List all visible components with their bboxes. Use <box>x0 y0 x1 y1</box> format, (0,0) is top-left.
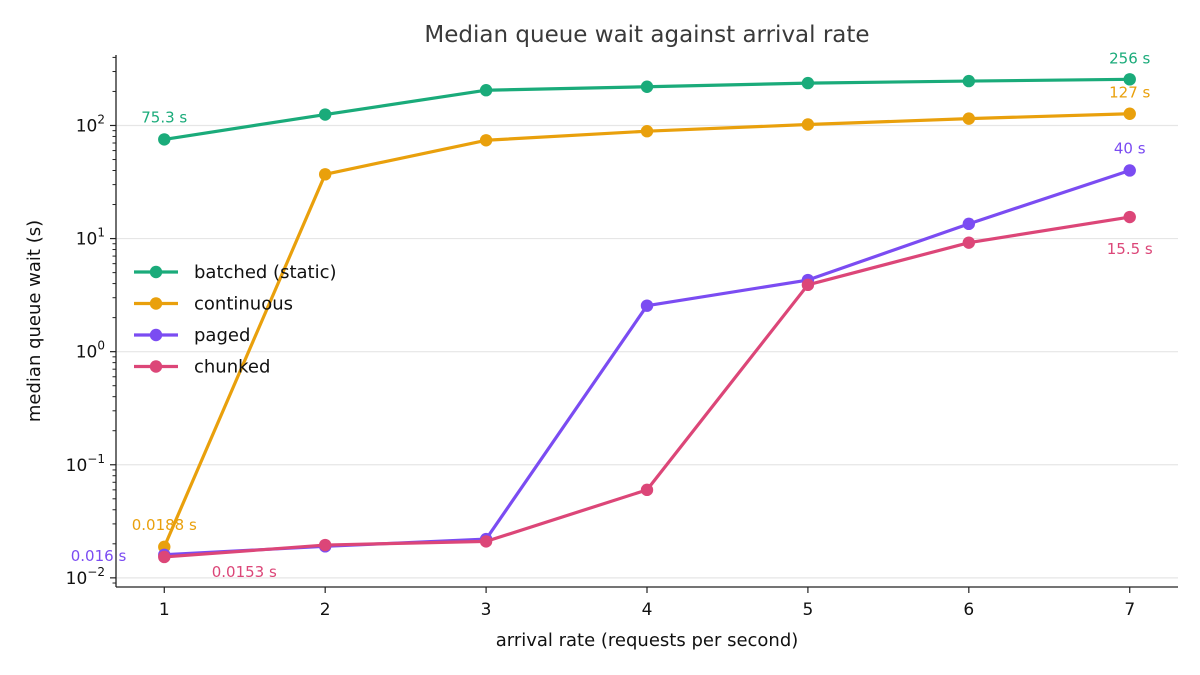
y-tick-label: 101 <box>76 226 105 250</box>
data-point <box>318 538 332 552</box>
legend-label: chunked <box>194 357 270 378</box>
x-tick-label: 3 <box>481 600 492 620</box>
data-label: 75.3 s <box>141 108 187 126</box>
data-point <box>962 74 976 88</box>
data-point <box>479 134 493 147</box>
data-point <box>318 108 332 121</box>
legend-item: paged <box>134 325 250 346</box>
data-point <box>801 76 815 90</box>
data-point <box>801 278 815 292</box>
legend-marker <box>149 265 163 279</box>
y-tick-label: 102 <box>76 112 105 136</box>
x-tick-label: 4 <box>642 600 653 620</box>
data-label: 127 s <box>1109 84 1150 102</box>
data-point <box>640 299 654 312</box>
series-chunked <box>158 210 1136 564</box>
y-axis-label: median queue wait (s) <box>24 220 45 422</box>
legend-item: chunked <box>134 357 270 378</box>
legend-label: batched (static) <box>194 262 337 283</box>
data-point <box>479 84 493 97</box>
legend-marker <box>149 297 163 310</box>
data-point <box>1123 73 1136 86</box>
data-point <box>640 483 654 497</box>
data-label: 40 s <box>1114 139 1146 157</box>
y-tick-label: 100 <box>76 339 105 363</box>
x-ticks: 1 2 3 4 5 6 7 <box>159 587 1135 620</box>
legend-item: continuous <box>134 294 293 315</box>
data-label: 15.5 s <box>1107 240 1153 258</box>
x-axis-label: arrival rate (requests per second) <box>496 630 799 651</box>
data-label: 0.0153 s <box>212 563 277 581</box>
legend-marker <box>149 328 163 342</box>
data-point <box>1123 210 1136 224</box>
data-point <box>1123 164 1136 177</box>
x-tick-label: 6 <box>963 600 974 620</box>
data-point <box>158 133 171 146</box>
y-ticks: 10−2 10−1 100 101 102 <box>66 56 116 589</box>
series-batched-static <box>158 73 1136 146</box>
data-point <box>1123 107 1136 120</box>
y-tick-label: 10−2 <box>66 565 105 589</box>
data-point <box>962 112 976 125</box>
legend: batched (static) continuous paged chunked <box>134 262 337 378</box>
x-tick-label: 2 <box>320 600 331 620</box>
x-tick-label: 5 <box>802 600 813 620</box>
legend-item: batched (static) <box>134 262 337 283</box>
data-point <box>479 535 493 548</box>
series-line <box>164 168 1131 557</box>
data-point <box>640 125 654 138</box>
data-point <box>962 217 976 231</box>
gridlines <box>116 124 1178 579</box>
x-tick-label: 1 <box>159 600 170 620</box>
x-tick-label: 7 <box>1124 600 1135 620</box>
y-tick-label: 10−1 <box>66 452 105 476</box>
series-line <box>162 112 1130 548</box>
chart-title: Median queue wait against arrival rate <box>424 22 869 48</box>
data-point <box>962 236 976 249</box>
series-lines <box>158 73 1136 564</box>
legend-marker <box>149 360 163 373</box>
legend-label: continuous <box>194 294 293 315</box>
data-label: 256 s <box>1109 49 1150 67</box>
data-labels: 75.3 s 256 s 0.0188 s 127 s 0.016 s 40 s 0.015… <box>71 49 1153 581</box>
data-point <box>640 80 654 93</box>
data-label: 0.0188 s <box>132 516 197 534</box>
data-point <box>318 168 332 181</box>
data-label: 0.016 s <box>71 547 127 565</box>
data-point <box>158 550 171 564</box>
legend-label: paged <box>194 325 250 346</box>
data-point <box>801 118 815 131</box>
